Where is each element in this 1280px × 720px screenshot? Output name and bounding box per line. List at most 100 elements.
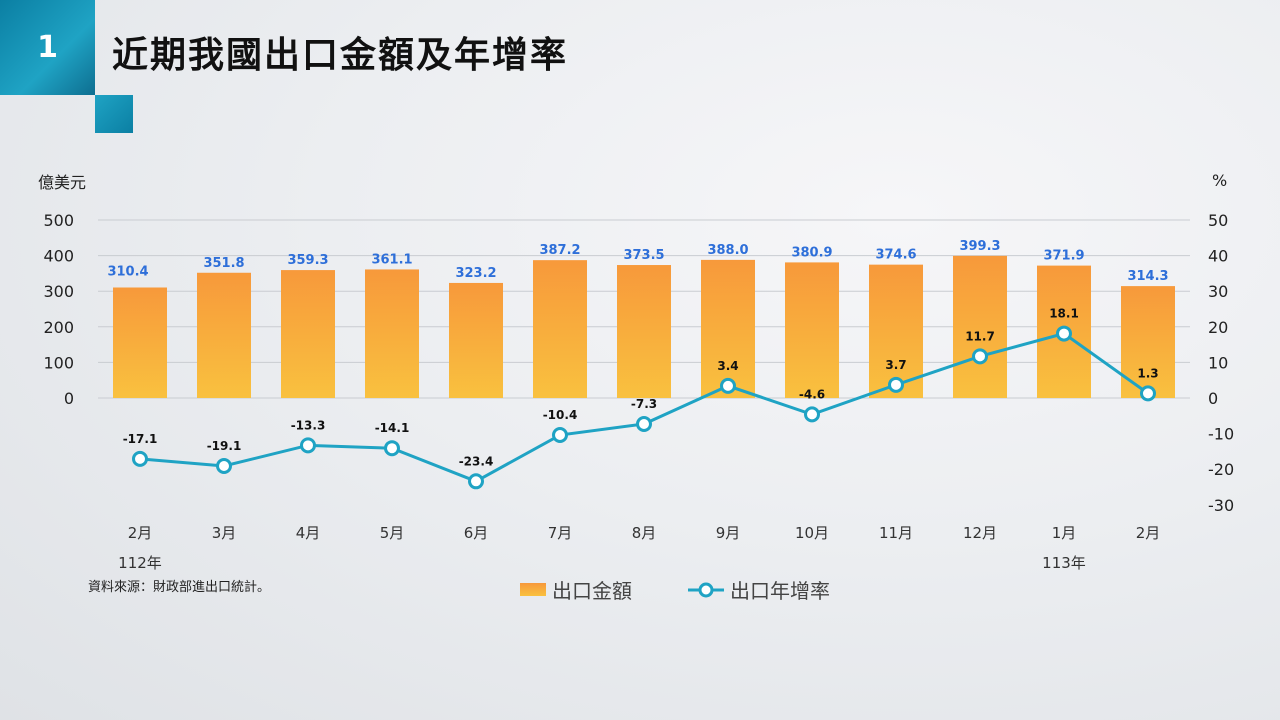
chart-legend: 出口金額 出口年增率 [520,575,830,604]
x-tick-label: 3月 [212,524,237,542]
growth-value-label: -23.4 [459,454,494,468]
right-tick-label: 20 [1208,318,1228,337]
x-tick-label: 1月 [1052,524,1077,542]
right-tick-label: -10 [1208,425,1234,444]
bar-value-label: 399.3 [959,239,1000,254]
growth-point [132,450,148,467]
bar-value-label: 380.9 [791,245,832,260]
legend-bar-swatch [520,583,546,596]
growth-point [384,440,400,457]
x-tick-label: 2月 [1136,524,1161,542]
right-tick-label: 10 [1208,353,1228,372]
left-tick-label: 400 [43,247,74,266]
growth-value-label: 1.3 [1137,366,1158,380]
x-tick-label: 7月 [548,524,573,542]
growth-point [804,406,820,423]
source-note: 資料來源：財政部進出口統計。 [88,580,271,595]
growth-value-label: 11.7 [965,329,995,343]
bar-value-label: 371.9 [1043,249,1084,264]
bar [785,262,839,398]
line-labels: -17.1 -19.1 -13.3 -14.1 -23.4 -10.4 -7.3 3.4 -4.… [123,307,1159,469]
left-tick-label: 200 [43,318,74,337]
growth-point [636,415,652,432]
bar [197,272,251,398]
right-tick-label: 0 [1208,389,1218,408]
growth-value-label: -17.1 [123,432,158,446]
bar-value-label: 310.4 [107,264,148,279]
bar [953,255,1007,398]
growth-value-label: 3.7 [885,358,906,372]
growth-point [216,457,232,474]
growth-point [720,377,736,394]
left-tick-label: 0 [64,389,74,408]
growth-point [888,376,904,393]
growth-point [300,437,316,454]
bar-series [113,255,1175,398]
bar-value-label: 373.5 [623,248,664,263]
bar-labels: 310.4 351.8 359.3 361.1 323.2 387.2 373.5 388.0… [107,239,1168,284]
growth-value-label: -13.3 [291,418,326,432]
bar-value-label: 361.1 [371,252,412,267]
x-tick-label: 4月 [296,524,321,542]
bar-value-label: 323.2 [455,266,496,281]
bar [701,259,755,398]
line-series [132,325,1156,490]
growth-value-label: -19.1 [207,439,242,453]
left-tick-label: 100 [43,353,74,372]
bar-value-label: 388.0 [707,243,748,258]
growth-value-label: -10.4 [543,408,578,422]
bar [449,282,503,398]
bar-value-label: 351.8 [203,256,244,271]
growth-point [972,348,988,365]
bar-value-label: 314.3 [1127,269,1168,284]
x-tick-label: 8月 [632,524,657,542]
right-tick-label: -30 [1208,496,1234,515]
x-year-label: 113年 [1042,554,1086,572]
legend-line-swatch [688,582,724,597]
legend-item-line: 出口年增率 [688,575,830,604]
x-tick-label: 2月 [128,524,153,542]
bar [281,270,335,398]
section-number: 1 [37,30,58,65]
growth-point [468,473,484,490]
left-axis-unit: 億美元 [38,173,86,192]
section-number-badge: 1 [0,0,95,95]
bar [617,265,671,398]
left-tick-label: 500 [43,211,74,230]
bar [533,260,587,398]
left-tick-label: 300 [43,282,74,301]
badge-accent-square [95,95,133,133]
right-tick-label: 40 [1208,247,1228,266]
growth-value-label: -14.1 [375,421,410,435]
bar [113,287,167,398]
growth-point [552,427,568,444]
bar-value-label: 359.3 [287,253,328,268]
x-tick-label: 9月 [716,524,741,542]
bar-value-label: 374.6 [875,248,916,263]
right-tick-label: 30 [1208,282,1228,301]
bar [365,269,419,398]
growth-value-label: 18.1 [1049,307,1079,321]
growth-value-label: -7.3 [631,397,657,411]
x-tick-label: 12月 [963,524,997,542]
right-axis-unit: % [1212,171,1227,190]
right-tick-label: 50 [1208,211,1228,230]
legend-bars-label: 出口金額 [552,579,632,603]
growth-value-label: -4.6 [799,387,825,401]
legend-item-bars: 出口金額 [520,575,632,604]
x-year-label: 112年 [118,554,162,572]
page-title: 近期我國出口金額及年增率 [112,35,569,76]
legend-line-label: 出口年增率 [730,579,830,603]
right-tick-label: -20 [1208,460,1234,479]
x-tick-label: 11月 [879,524,913,542]
x-tick-label: 5月 [380,524,405,542]
bar [869,264,923,398]
bar-value-label: 387.2 [539,243,580,258]
growth-point [1140,385,1156,402]
x-tick-label: 6月 [464,524,489,542]
chart-axes: 0 100 200 300 400 500 -30 -20 -10 0 10 20 30 40 50 2月 3月… [43,211,1234,572]
x-tick-label: 10月 [795,524,829,542]
growth-value-label: 3.4 [717,359,738,373]
growth-point [1056,325,1072,342]
